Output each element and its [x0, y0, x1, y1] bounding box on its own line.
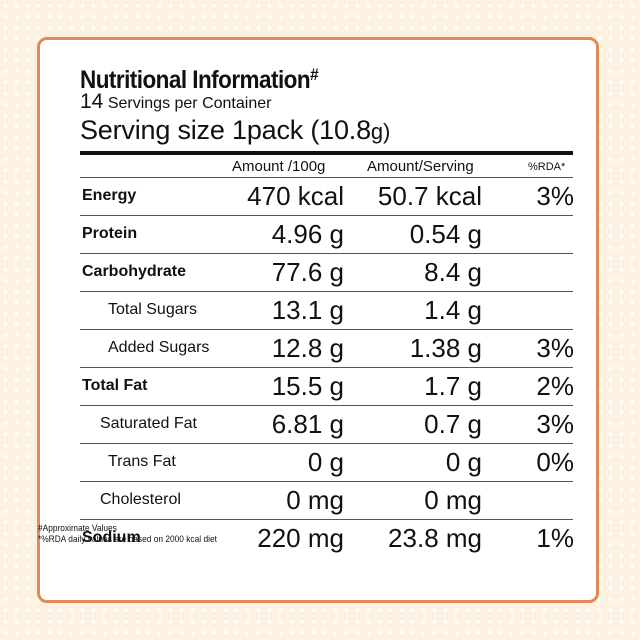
rda-percent: 1% — [536, 523, 574, 553]
amount-per-serving: 23.8 mg — [388, 523, 482, 553]
footnote-approximate: #Approximate Values — [38, 523, 117, 534]
nutrient-row: Saturated Fat 6.81 g 0.7 g 3% — [80, 405, 574, 443]
amount-per-serving: 50.7 kcal — [377, 181, 482, 211]
title-text: Nutritional Information — [80, 66, 311, 94]
nutrient-name: Trans Fat — [108, 453, 176, 470]
table-header: Amount /100g Amount/Serving %RDA* — [80, 155, 573, 177]
amount-per-serving: 1.4 g — [424, 295, 482, 325]
serving-size: Serving size 1pack (10.8g) — [80, 114, 573, 148]
header-rda: %RDA* — [528, 161, 566, 173]
nutrient-row: Trans Fat 0 g 0 g 0% — [80, 443, 574, 481]
nutrient-name: Saturated Fat — [100, 415, 197, 432]
amount-per-serving: 1.7 g — [424, 371, 482, 401]
nutrient-row: Carbohydrate 77.6 g 8.4 g — [80, 253, 573, 291]
rda-percent: 2% — [536, 371, 574, 401]
nutrient-row: Total Sugars 13.1 g 1.4 g — [80, 291, 573, 329]
amount-per-serving: 0 mg — [424, 485, 482, 515]
amount-per-100g: 15.5 g — [271, 371, 344, 401]
title-mark: # — [310, 65, 319, 84]
header-divider — [80, 151, 573, 155]
rda-percent: 3% — [536, 409, 574, 439]
amount-per-100g: 4.96 g — [271, 219, 344, 249]
nutrient-name: Energy — [82, 187, 137, 204]
serving-size-amount: (10.8 — [310, 115, 371, 145]
rda-percent: 3% — [536, 181, 574, 211]
servings-per-container: 14 Servings per Container — [80, 90, 573, 114]
serving-size-label: Serving size — [80, 115, 225, 145]
nutrient-row: Energy 470 kcal 50.7 kcal 3% — [80, 177, 574, 215]
serving-size-pack: pack — [246, 115, 304, 145]
amount-per-100g: 470 kcal — [247, 181, 344, 211]
nutrition-content: Nutritional Information# 14 Servings per… — [80, 60, 574, 557]
amount-per-serving: 0 g — [445, 447, 482, 477]
serving-size-unit: g) — [370, 119, 391, 144]
header-per-serving: Amount/Serving — [367, 158, 474, 175]
nutrient-row: Total Fat 15.5 g 1.7 g 2% — [80, 367, 574, 405]
serving-size-num: 1 — [231, 115, 247, 145]
nutrient-name: Carbohydrate — [82, 263, 187, 280]
nutrient-name: Sodium — [82, 529, 141, 546]
nutrient-name: Total Sugars — [108, 301, 197, 318]
amount-per-100g: 77.6 g — [271, 257, 344, 287]
amount-per-100g: 0 mg — [286, 485, 344, 515]
servings-text: Servings per Container — [107, 95, 272, 112]
amount-per-100g: 220 mg — [257, 523, 344, 553]
rda-percent: 0% — [536, 447, 574, 477]
amount-per-serving: 8.4 g — [424, 257, 482, 287]
amount-per-100g: 13.1 g — [271, 295, 344, 325]
nutrition-panel: Nutritional Information# 14 Servings per… — [37, 37, 599, 603]
panel-title: Nutritional Information# — [80, 60, 524, 95]
amount-per-serving: 1.38 g — [409, 333, 482, 363]
amount-per-100g: 6.81 g — [271, 409, 344, 439]
amount-per-serving: 0.54 g — [409, 219, 482, 249]
footnotes: #Approximate Values *%RDA daily values a… — [38, 523, 217, 545]
amount-per-100g: 12.8 g — [271, 333, 344, 363]
nutrient-name: Total Fat — [82, 377, 148, 394]
nutrition-table: Energy 470 kcal 50.7 kcal 3% Protein 4.96 g 0.… — [80, 177, 574, 557]
amount-per-100g: 0 g — [307, 447, 344, 477]
header-per-100g: Amount /100g — [232, 158, 326, 175]
nutrient-name: Cholesterol — [100, 491, 181, 508]
nutrient-row: Cholesterol 0 mg 0 mg — [80, 481, 573, 519]
nutrient-row: Added Sugars 12.8 g 1.38 g 3% — [80, 329, 574, 367]
rda-percent: 3% — [536, 333, 574, 363]
nutrient-row: Sodium 220 mg 23.8 mg 1% — [80, 519, 574, 557]
nutrient-name: Protein — [82, 225, 138, 242]
nutrient-row: Protein 4.96 g 0.54 g — [80, 215, 573, 253]
footnote-rda: *%RDA daily values are based on 2000 kca… — [38, 534, 217, 545]
nutrient-name: Added Sugars — [108, 339, 210, 356]
servings-count: 14 — [80, 90, 104, 113]
amount-per-serving: 0.7 g — [424, 409, 482, 439]
